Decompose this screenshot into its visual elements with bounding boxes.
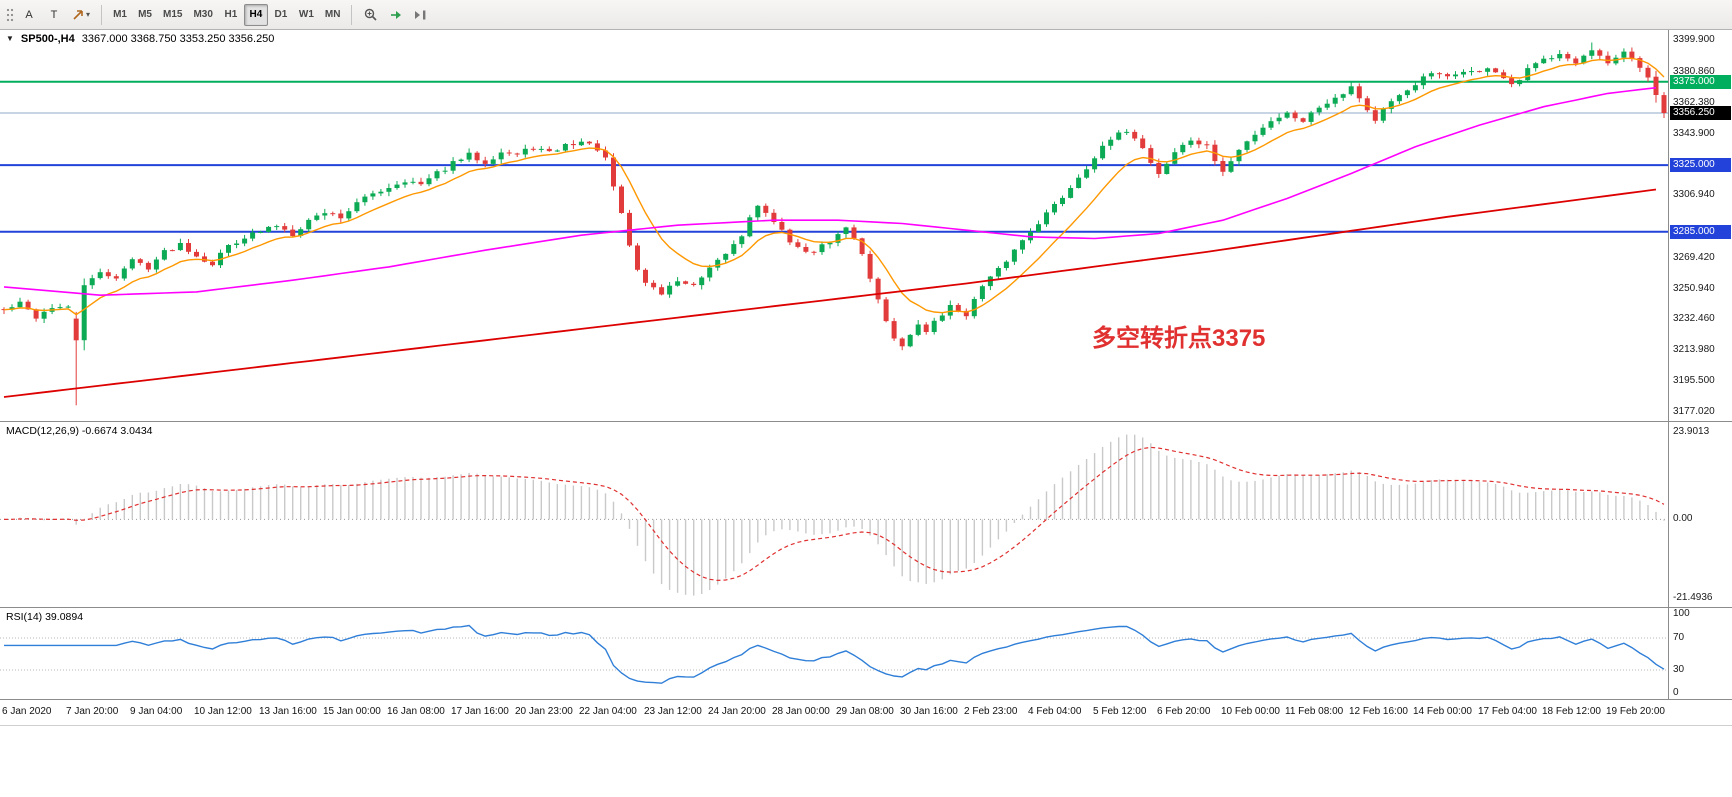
price-tick-label: 3213.980 [1673,344,1715,355]
price-tick-label: 3232.460 [1673,313,1715,324]
timeframe-m15-button[interactable]: M15 [158,4,187,26]
macd-max-label: 23.9013 [1673,426,1710,437]
time-tick-label: 9 Jan 04:00 [130,706,183,717]
macd-canvas [0,434,1668,596]
time-tick-label: 7 Jan 20:00 [66,706,119,717]
time-tick-label: 6 Jan 2020 [2,706,52,717]
bottom-filler [0,726,1732,797]
price-badge: 3285.000 [1670,225,1731,239]
time-tick-label: 20 Jan 23:00 [515,706,573,717]
rsi-pane[interactable]: 100 70 30 0 RSI(14) 39.0894 [0,608,1732,700]
chart-area: 3399.900 3380.860 3362.380 3343.900 3306.940… [0,30,1732,797]
price-tick-label: 3343.900 [1673,128,1715,139]
macd-label-text: MACD(12,26,9) -0.6674 3.0434 [6,425,153,437]
timeframe-mn-button[interactable]: MN [320,4,346,26]
drag-dots-icon [6,8,13,21]
macd-zero-label: 0.00 [1673,513,1693,524]
time-tick-label: 30 Jan 16:00 [900,706,958,717]
magnifier-plus-icon [364,8,377,21]
price-tick-label: 3177.020 [1673,406,1715,417]
price-tick-label: 3250.940 [1673,283,1715,294]
symbol-timeframe-label: SP500-,H4 [20,33,75,45]
time-tick-label: 17 Jan 16:00 [451,706,509,717]
price-tick-label: 3380.860 [1673,66,1715,77]
time-tick-label: 17 Feb 04:00 [1478,706,1537,717]
macd-pane[interactable]: 23.9013 0.00 -21.4936 MACD(12,26,9) -0.667… [0,422,1732,608]
price-pane-plot[interactable] [0,30,1668,421]
time-tick-label: 29 Jan 08:00 [836,706,894,717]
time-tick-label: 10 Jan 12:00 [194,706,252,717]
rsi-indicator-label: RSI(14) 39.0894 [6,611,83,623]
time-tick-label: 16 Jan 08:00 [387,706,445,717]
time-tick-label: 6 Feb 20:00 [1157,706,1211,717]
macd-indicator-label: MACD(12,26,9) -0.6674 3.0434 [6,425,153,437]
price-tick-label: 3362.380 [1673,97,1715,108]
ohlc-values-label: 3367.000 3368.750 3353.250 3356.250 [81,33,275,45]
zoom-in-button[interactable] [358,4,382,26]
price-annotation-text: 多空转折点3375 [1092,325,1266,352]
auto-scroll-icon [389,9,402,21]
time-tick-label: 23 Jan 12:00 [644,706,702,717]
price-axis[interactable]: 3399.900 3380.860 3362.380 3343.900 3306.940… [1668,30,1732,421]
price-pane[interactable]: 3399.900 3380.860 3362.380 3343.900 3306.940… [0,30,1732,422]
rsi-tick-label: 30 [1673,664,1685,675]
toolbar-separator [351,4,353,25]
macd-axis: 23.9013 0.00 -21.4936 [1668,422,1732,607]
rsi-tick-label: 0 [1673,687,1679,698]
time-tick-label: 28 Jan 00:00 [772,706,830,717]
timeframe-h4-button[interactable]: H4 [243,3,268,26]
timeframe-d1-button[interactable]: D1 [269,4,293,26]
text-label-tool-button[interactable]: A [17,4,41,26]
time-tick-label: 24 Jan 20:00 [708,706,766,717]
rsi-tick-label: 70 [1673,632,1685,643]
price-canvas [0,42,1668,406]
rsi-pane-plot [0,608,1668,699]
chart-shift-button[interactable] [408,4,432,26]
price-badge: 3325.000 [1670,158,1731,172]
price-tick-label: 3269.420 [1673,252,1715,263]
chevron-down-icon: ▾ [86,10,91,19]
toolbar-drag-handle[interactable] [3,4,16,26]
auto-scroll-button[interactable] [383,4,407,26]
price-tick-label: 3195.500 [1673,375,1715,386]
timeframe-h1-button[interactable]: H1 [219,4,243,26]
arrow-object-icon [72,9,84,21]
toolbar: A T ▾ M1 M5 M15 M30 H1 H4 D1 W1 MN [0,0,1732,30]
time-tick-label: 4 Feb 04:00 [1028,706,1082,717]
chart-shift-icon [414,9,427,21]
time-tick-label: 12 Feb 16:00 [1349,706,1408,717]
time-tick-label: 14 Feb 00:00 [1413,706,1472,717]
price-badge: 3356.250 [1670,106,1731,120]
macd-min-label: -21.4936 [1673,592,1713,603]
rsi-label-text: RSI(14) 39.0894 [6,611,84,623]
price-tick-label: 3399.900 [1673,34,1715,45]
collapse-arrow-icon[interactable]: ▼ [6,34,14,43]
timeframe-m1-button[interactable]: M1 [108,4,132,26]
time-tick-label: 5 Feb 12:00 [1093,706,1147,717]
time-tick-label: 10 Feb 00:00 [1221,706,1280,717]
time-tick-label: 22 Jan 04:00 [579,706,637,717]
time-tick-label: 11 Feb 08:00 [1285,706,1344,717]
price-badge: 3375.000 [1670,75,1731,89]
price-tick-label: 3306.940 [1673,189,1715,200]
arrows-tool-dropdown-button[interactable]: ▾ [67,4,95,26]
time-tick-label: 15 Jan 00:00 [323,706,381,717]
time-tick-label: 2 Feb 23:00 [964,706,1018,717]
text-tool-button[interactable]: T [42,4,66,26]
timeframe-m5-button[interactable]: M5 [133,4,157,26]
rsi-tick-label: 100 [1673,608,1690,619]
time-tick-label: 19 Feb 20:00 [1606,706,1665,717]
rsi-axis: 100 70 30 0 [1668,608,1732,699]
toolbar-separator [101,4,103,25]
time-tick-label: 13 Jan 16:00 [259,706,317,717]
chart-title: ▼ SP500-,H4 3367.000 3368.750 3353.250 3… [6,33,274,45]
rsi-canvas [0,624,1668,684]
macd-pane-plot [0,422,1668,607]
timeframe-w1-button[interactable]: W1 [294,4,319,26]
time-tick-label: 18 Feb 12:00 [1542,706,1601,717]
time-axis[interactable]: 6 Jan 2020 7 Jan 20:00 9 Jan 04:00 10 Jan 1… [0,700,1732,726]
timeframe-m30-button[interactable]: M30 [188,4,217,26]
